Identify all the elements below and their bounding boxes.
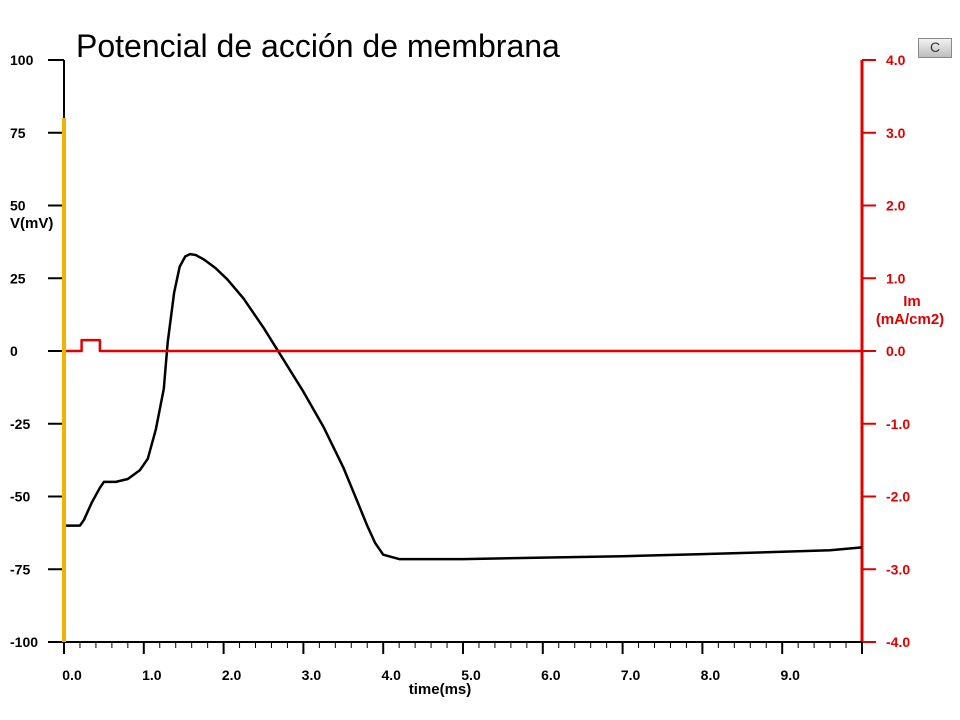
left-axis: 100 75 50 25 0 -25 -50 -75 -100 [10, 52, 65, 650]
left-tick-label: 25 [10, 270, 26, 286]
x-tick-label: 9.0 [780, 667, 800, 683]
left-tick-label: -75 [10, 561, 30, 577]
corner-button[interactable]: C [918, 38, 952, 58]
x-tick-label: 3.0 [302, 667, 322, 683]
x-tick-label: 8.0 [701, 667, 721, 683]
x-tick-label: 4.0 [381, 667, 401, 683]
left-tick-label: -100 [10, 634, 38, 650]
chart-title: Potencial de acción de membrana [76, 28, 560, 64]
axis-labels: V(mV) Im(mA/cm2) time(ms) [10, 215, 944, 698]
left-tick-label: -50 [10, 489, 30, 505]
y-left-axis-title: V(mV) [10, 215, 53, 232]
left-tick-label: 50 [10, 198, 26, 214]
x-tick-label: 1.0 [142, 667, 162, 683]
x-axis: 0.0 1.0 2.0 3.0 4.0 5.0 6.0 7.0 8.0 9.0 [62, 641, 863, 683]
x-tick-label: 6.0 [541, 667, 561, 683]
y-right-axis-title: Im [903, 293, 921, 310]
left-tick-label: -25 [10, 416, 30, 432]
right-tick-label: -3.0 [886, 561, 910, 577]
x-axis-title: time(ms) [409, 681, 472, 698]
right-tick-label: 4.0 [886, 52, 906, 68]
left-tick-label: 100 [10, 52, 34, 68]
current-series-line [64, 338, 862, 353]
right-tick-label: -4.0 [886, 634, 910, 650]
left-tick-label: 0 [10, 343, 18, 359]
right-axis: 4.0 3.0 2.0 1.0 0.0 -1.0 -2.0 -3.0 -4.0 [860, 52, 910, 650]
right-tick-label: 0.0 [886, 343, 906, 359]
series-layer [62, 118, 863, 642]
x-tick-label: 2.0 [222, 667, 242, 683]
left-tick-label: 75 [10, 125, 26, 141]
x-tick-label: 0.0 [62, 667, 82, 683]
right-tick-label: 2.0 [886, 198, 906, 214]
right-tick-label: 1.0 [886, 270, 906, 286]
x-tick-label: 7.0 [621, 667, 641, 683]
voltage-series-line [64, 252, 863, 561]
x-tick-label: 5.0 [461, 667, 481, 683]
right-tick-label: -2.0 [886, 489, 910, 505]
right-tick-label: -1.0 [886, 416, 910, 432]
right-tick-label: 3.0 [886, 125, 906, 141]
y-right-axis-unit: (mA/cm2) [876, 311, 944, 328]
